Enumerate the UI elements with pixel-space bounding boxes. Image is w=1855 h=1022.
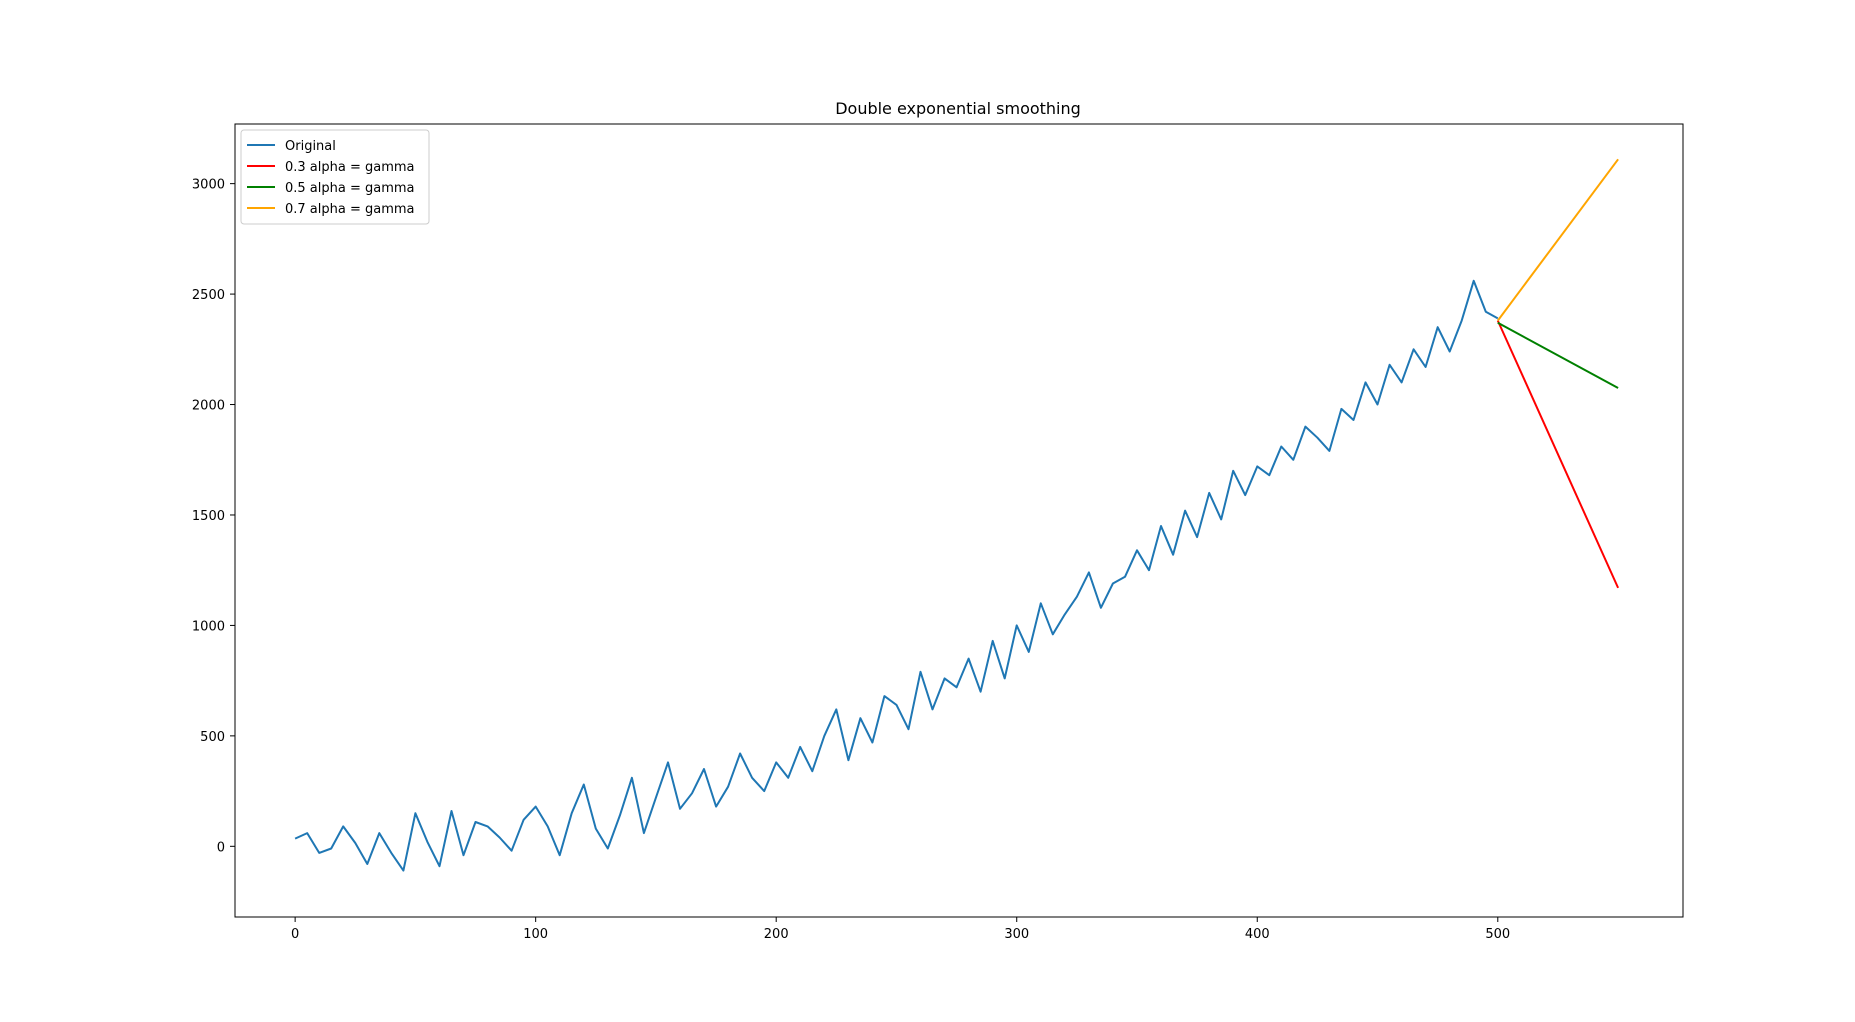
x-tick-label-0: 0: [291, 927, 299, 942]
y-axis: 0 500 1000 1500 2000 2500 3000: [192, 178, 235, 855]
y-tick-label-3: 1500: [192, 509, 225, 524]
x-tick-label-2: 200: [764, 927, 789, 942]
legend-label-2: 0.5 alpha = gamma: [285, 181, 415, 196]
legend-label-3: 0.7 alpha = gamma: [285, 202, 415, 217]
y-tick-label-2: 1000: [192, 619, 225, 634]
series-layer: [294, 158, 1620, 872]
chart-title: Double exponential smoothing: [835, 99, 1081, 118]
x-tick-label-3: 300: [1004, 927, 1029, 942]
legend-label-0: Original: [285, 139, 336, 154]
x-tick-label-1: 100: [523, 927, 548, 942]
y-tick-label-6: 3000: [192, 178, 225, 193]
y-tick-label-5: 2500: [192, 288, 225, 303]
legend-label-1: 0.3 alpha = gamma: [285, 160, 415, 175]
x-axis: 0 100 200 300 400 500: [291, 917, 1510, 942]
plot-frame: [234, 123, 1684, 918]
series-line-2: [1497, 321, 1619, 389]
series-line-3: [1496, 158, 1619, 322]
y-tick-label-0: 0: [217, 840, 225, 855]
series-line-0: [294, 279, 1499, 872]
y-tick-label-4: 2000: [192, 399, 225, 414]
x-tick-label-5: 500: [1485, 927, 1510, 942]
legend: Original 0.3 alpha = gamma 0.5 alpha = gam…: [240, 129, 430, 225]
y-tick-label-1: 500: [200, 730, 225, 745]
legend-box: [240, 129, 430, 225]
x-tick-label-4: 400: [1245, 927, 1270, 942]
series-line-1: [1496, 320, 1620, 589]
